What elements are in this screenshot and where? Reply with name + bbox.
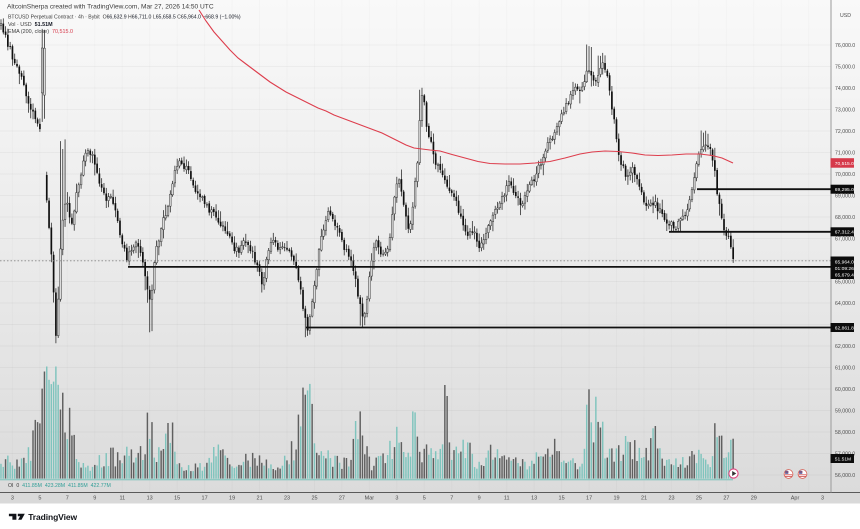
svg-text:BTCUSD Perpetual Contract · 4h: BTCUSD Perpetual Contract · 4h · Bybit O… [8,15,241,21]
svg-text:64,000.0: 64,000.0 [835,301,855,307]
svg-text:17: 17 [202,496,208,502]
svg-text:76,000.0: 76,000.0 [835,43,855,49]
svg-text:19: 19 [613,496,619,502]
svg-text:23: 23 [284,496,290,502]
svg-text:69,295.0: 69,295.0 [835,187,854,193]
svg-text:71,000.0: 71,000.0 [835,151,855,157]
svg-text:19: 19 [229,496,235,502]
svg-text:65,964.0: 65,964.0 [835,260,854,266]
svg-text:74,000.0: 74,000.0 [835,86,855,92]
svg-text:59,000.0: 59,000.0 [835,409,855,415]
svg-text:13: 13 [531,496,537,502]
svg-text:7: 7 [450,496,453,502]
svg-text:73,000.0: 73,000.0 [835,108,855,114]
svg-text:65,679.4: 65,679.4 [835,273,854,279]
svg-text:25: 25 [311,496,317,502]
svg-text:AltcoinSherpa created with Tra: AltcoinSherpa created with TradingView.c… [7,4,214,11]
svg-text:56,000.0: 56,000.0 [835,473,855,479]
svg-text:15: 15 [559,496,565,502]
svg-text:13: 13 [147,496,153,502]
svg-text:9: 9 [478,496,481,502]
svg-text:11: 11 [504,496,510,502]
svg-text:75,000.0: 75,000.0 [835,65,855,71]
svg-text:21: 21 [641,496,647,502]
svg-text:25: 25 [696,496,702,502]
svg-text:72,000.0: 72,000.0 [835,129,855,135]
svg-text:60,000.0: 60,000.0 [835,387,855,393]
svg-text:17: 17 [586,496,592,502]
svg-text:29: 29 [751,496,757,502]
svg-text:70,000.0: 70,000.0 [835,172,855,178]
svg-text:70,515.0: 70,515.0 [835,161,854,167]
svg-text:Apr: Apr [791,496,800,502]
svg-text:3: 3 [821,496,824,502]
svg-text:5: 5 [38,496,41,502]
svg-text:67,000.0: 67,000.0 [835,237,855,243]
svg-text:62,861.8: 62,861.8 [835,325,854,331]
svg-text:27: 27 [723,496,729,502]
svg-text:3: 3 [11,496,14,502]
svg-text:EMA (200, close) 70,515.0: EMA (200, close) 70,515.0 [8,29,73,35]
svg-text:68,000.0: 68,000.0 [835,215,855,221]
svg-text:23: 23 [668,496,674,502]
svg-text:27: 27 [339,496,345,502]
svg-text:9: 9 [93,496,96,502]
svg-text:7: 7 [66,496,69,502]
svg-text:11: 11 [119,496,125,502]
svg-text:69,000.0: 69,000.0 [835,194,855,200]
svg-text:Mar: Mar [365,496,375,502]
svg-text:USD: USD [840,13,851,19]
svg-text:TradingView: TradingView [28,512,77,522]
svg-text:61,000.0: 61,000.0 [835,366,855,372]
svg-text:5: 5 [423,496,426,502]
svg-text:67,312.4: 67,312.4 [835,230,854,236]
svg-text:62,000.0: 62,000.0 [835,344,855,350]
svg-text:51.51M: 51.51M [835,456,851,462]
svg-text:21: 21 [257,496,263,502]
svg-text:01:09:26: 01:09:26 [835,266,854,272]
svg-text:3: 3 [395,496,398,502]
svg-text:58,000.0: 58,000.0 [835,430,855,436]
svg-text:15: 15 [174,496,180,502]
svg-text:Vol · USD 51.51M: Vol · USD 51.51M [8,22,53,28]
svg-text:OI 0 411.85M 423.28M 411.8: OI 0 411.85M 423.28M 411.85M 422.77M [8,483,111,489]
svg-text:65,000.0: 65,000.0 [835,280,855,286]
